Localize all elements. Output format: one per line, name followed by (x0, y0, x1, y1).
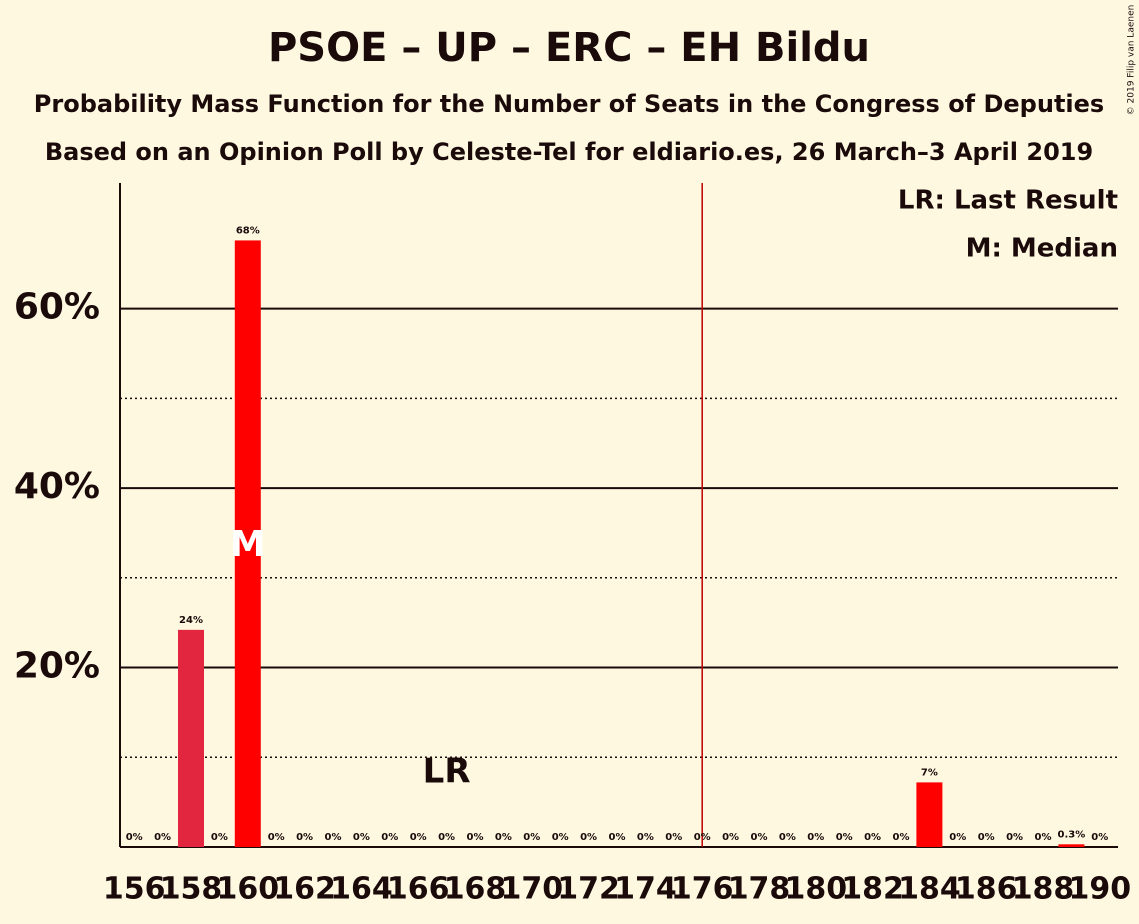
value-label: 0% (722, 832, 739, 843)
value-label: 0% (779, 832, 796, 843)
x-tick-label: 184 (898, 872, 961, 907)
value-label: 0% (1035, 832, 1052, 843)
value-label: 0% (1006, 832, 1023, 843)
bar (234, 240, 261, 848)
x-tick-label: 158 (160, 872, 223, 907)
bar (1058, 844, 1085, 847)
x-tick-label: 178 (728, 872, 791, 907)
value-label: 7% (921, 767, 938, 778)
copyright: © 2019 Filip van Laenen (1127, 5, 1137, 116)
value-label: 0.3% (1058, 829, 1086, 840)
y-tick-label: 20% (14, 646, 100, 687)
x-tick-label: 176 (671, 872, 734, 907)
value-label: 0% (807, 832, 824, 843)
value-label: 24% (179, 615, 203, 626)
value-label: 0% (381, 832, 398, 843)
chart-subtitle: Based on an Opinion Poll by Celeste-Tel … (45, 138, 1093, 166)
bar (178, 629, 204, 847)
last-result-marker: LR (423, 752, 471, 792)
x-tick-label: 182 (841, 872, 904, 907)
x-tick-label: 186 (955, 872, 1018, 907)
value-label: 0% (410, 832, 427, 843)
x-tick-label: 168 (444, 872, 507, 907)
value-label: 0% (438, 832, 455, 843)
value-label: 0% (523, 832, 540, 843)
value-label: 0% (694, 832, 711, 843)
value-label: 0% (864, 832, 881, 843)
x-tick-label: 164 (330, 872, 393, 907)
value-label: 0% (978, 832, 995, 843)
x-tick-label: 188 (1012, 872, 1075, 907)
chart-title: PSOE – UP – ERC – EH Bildu (268, 25, 870, 71)
value-label: 0% (552, 832, 569, 843)
x-tick-label: 172 (557, 872, 620, 907)
chart-subtitle: Probability Mass Function for the Number… (34, 90, 1104, 118)
y-tick-label: 60% (14, 287, 100, 328)
x-tick-label: 174 (614, 872, 677, 907)
legend-entry: LR: Last Result (898, 186, 1118, 216)
x-tick-label: 160 (216, 872, 279, 907)
value-label: 0% (467, 832, 484, 843)
median-marker: M (230, 524, 266, 565)
value-label: 0% (893, 832, 910, 843)
value-label: 0% (1091, 832, 1108, 843)
value-label: 0% (126, 832, 143, 843)
x-tick-label: 156 (103, 872, 166, 907)
value-label: 0% (211, 832, 228, 843)
value-label: 0% (495, 832, 512, 843)
y-tick-label: 40% (14, 466, 100, 507)
value-label: 0% (949, 832, 966, 843)
x-tick-label: 170 (500, 872, 563, 907)
x-tick-label: 190 (1068, 872, 1131, 907)
value-label: 0% (836, 832, 853, 843)
value-label: 0% (665, 832, 682, 843)
value-label: 0% (637, 832, 654, 843)
value-label: 0% (609, 832, 626, 843)
value-label: 0% (353, 832, 370, 843)
value-label: 68% (236, 225, 260, 236)
value-label: 0% (154, 832, 171, 843)
value-label: 0% (580, 832, 597, 843)
bar (916, 782, 943, 847)
value-label: 0% (325, 832, 342, 843)
x-tick-label: 166 (387, 872, 450, 907)
value-label: 0% (296, 832, 313, 843)
legend-entry: M: Median (966, 234, 1118, 264)
value-label: 0% (751, 832, 768, 843)
x-tick-label: 180 (784, 872, 847, 907)
value-label: 0% (268, 832, 285, 843)
x-tick-label: 162 (273, 872, 336, 907)
